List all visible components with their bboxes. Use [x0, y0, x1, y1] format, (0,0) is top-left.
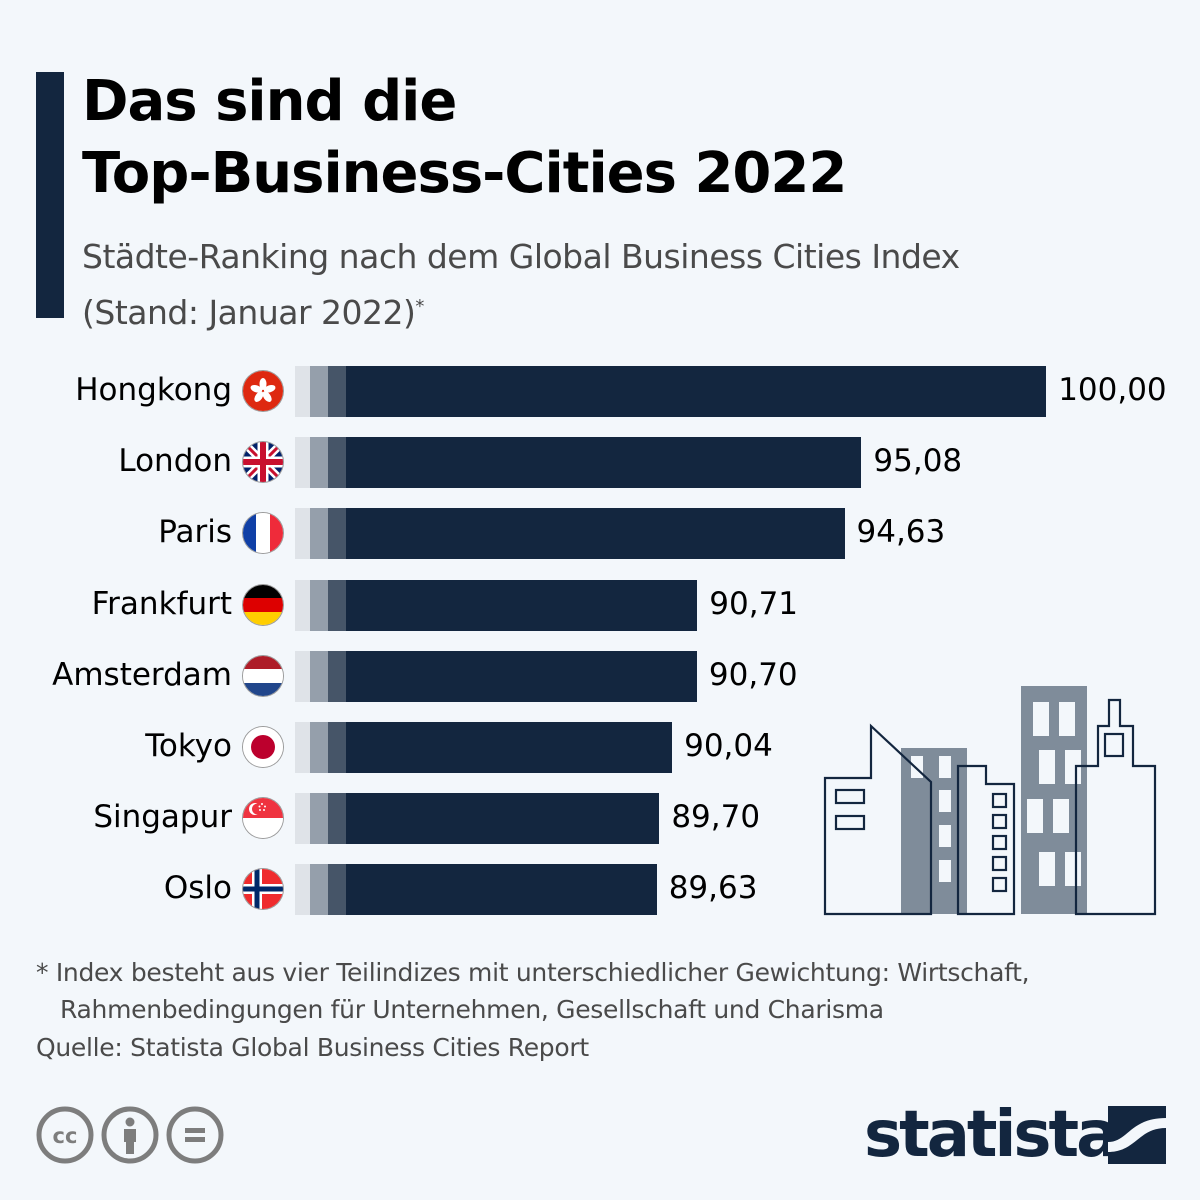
bar-segment: [328, 437, 346, 489]
bar-segment: [328, 508, 346, 560]
category-label: Singapur: [93, 799, 232, 836]
bar-segment: [310, 722, 328, 773]
france-flag-icon: [243, 513, 283, 554]
bar-segment: [295, 722, 310, 773]
bar-segment: [310, 864, 328, 916]
license-icons: cc: [36, 1106, 224, 1164]
bar-segment: [310, 508, 328, 560]
svg-text:cc: cc: [53, 1124, 78, 1148]
city-skyline-illustration: [823, 686, 1157, 916]
value-label: 94,63: [856, 514, 946, 551]
category-label: Tokyo: [145, 728, 232, 764]
bar-segment: [295, 864, 310, 916]
statista-logo-icon[interactable]: [1108, 1106, 1166, 1164]
bar-segment: [346, 366, 1047, 417]
singapore-flag-icon: [243, 798, 283, 839]
bar-segment: [310, 366, 328, 417]
bar-segment: [346, 864, 657, 916]
subtitle-line-2: (Stand: Januar 2022)*: [82, 282, 960, 338]
bar-segment: [346, 579, 698, 631]
bar-segment: [295, 579, 310, 631]
category-label: Frankfurt: [91, 585, 232, 622]
bar: [295, 579, 698, 631]
value-label: 90,04: [684, 728, 773, 764]
uk-flag-icon: [243, 442, 283, 483]
title-line-1: Das sind die: [82, 69, 457, 134]
bar-segment: [310, 579, 328, 631]
category-label: Hongkong: [75, 372, 232, 408]
hong-kong-flag-icon: [243, 371, 283, 411]
bar-segment: [346, 793, 660, 845]
cc-icon[interactable]: cc: [36, 1106, 94, 1164]
category-label: London: [118, 443, 232, 480]
bar-segment: [310, 650, 328, 702]
footnote-line-1: * Index besteht aus vier Teilindizes mit…: [36, 958, 1030, 987]
title-accent-bar: [36, 72, 64, 318]
footnote: * Index besteht aus vier Teilindizes mit…: [36, 954, 1030, 1028]
attribution-icon[interactable]: [101, 1106, 159, 1164]
bar-segment: [295, 437, 310, 489]
bar-segment: [328, 864, 346, 916]
bar-segment: [346, 437, 862, 489]
bar-segment: [295, 366, 310, 417]
footnote-line-2: Rahmenbedingungen für Unternehmen, Gesel…: [60, 995, 884, 1024]
bar-segment: [310, 793, 328, 845]
value-label: 90,70: [708, 656, 798, 693]
value-label: 100,00: [1058, 372, 1167, 408]
japan-flag-icon: [243, 727, 283, 767]
bar-segment: [328, 793, 346, 845]
footnote-marker: *: [415, 296, 424, 317]
chart-subtitle: Städte-Ranking nach dem Global Business …: [82, 232, 960, 338]
value-label: 95,08: [873, 443, 963, 480]
bar: [295, 722, 673, 773]
no-derivatives-icon[interactable]: [166, 1106, 224, 1164]
bar: [295, 508, 845, 560]
bar-segment: [328, 722, 346, 773]
bar-segment: [328, 579, 346, 631]
bar-segment: [346, 722, 673, 773]
bar-segment: [346, 650, 697, 702]
bar-segment: [328, 366, 346, 417]
source-note: Quelle: Statista Global Business Cities …: [36, 1033, 589, 1062]
bar-segment: [295, 508, 310, 560]
category-label: Paris: [158, 514, 232, 551]
netherlands-flag-icon: [243, 655, 283, 696]
subtitle-date: (Stand: Januar 2022): [82, 293, 416, 332]
subtitle-line-1: Städte-Ranking nach dem Global Business …: [82, 237, 960, 276]
bar-segment: [295, 793, 310, 845]
bar: [295, 793, 660, 845]
category-label: Amsterdam: [52, 656, 232, 693]
title-line-2: Top-Business-Cities 2022: [82, 141, 847, 206]
bar: [295, 864, 657, 916]
category-label: Oslo: [163, 870, 232, 907]
germany-flag-icon: [243, 584, 283, 625]
statista-logo-text[interactable]: statista: [864, 1098, 1119, 1172]
bar-segment: [346, 508, 845, 560]
bar: [295, 650, 697, 702]
bar: [295, 437, 862, 489]
chart-title: Das sind die Top-Business-Cities 2022: [82, 66, 847, 210]
bar-segment: [295, 650, 310, 702]
bar-segment: [328, 650, 346, 702]
bar-segment: [310, 437, 328, 489]
bar: [295, 366, 1047, 417]
norway-flag-icon: [243, 869, 283, 910]
value-label: 89,63: [668, 870, 758, 907]
value-label: 90,71: [709, 585, 799, 622]
value-label: 89,70: [671, 799, 761, 836]
